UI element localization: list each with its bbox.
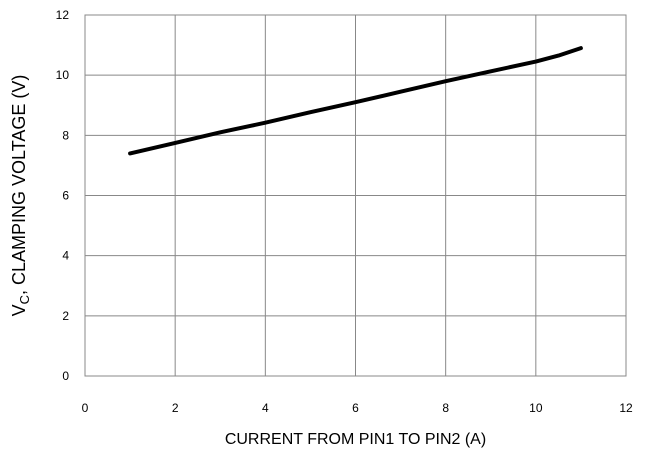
y-tick-label: 12 — [56, 8, 70, 22]
y-tick-label: 10 — [56, 68, 70, 82]
y-tick-label: 4 — [62, 249, 69, 263]
y-axis-label-main: V — [9, 304, 29, 316]
y-tick-label: 8 — [62, 128, 69, 142]
y-tick-label: 2 — [62, 309, 69, 323]
x-tick-labels: 0 2 4 6 8 10 12 — [82, 401, 633, 415]
plot-frame — [84, 14, 627, 377]
x-tick-label: 0 — [82, 401, 89, 415]
x-tick-label: 12 — [619, 401, 633, 415]
y-axis-label-rest: , CLAMPING VOLTAGE (V) — [9, 75, 29, 295]
x-tick-label: 8 — [442, 401, 449, 415]
y-tick-labels: 0 2 4 6 8 10 12 — [56, 8, 70, 383]
x-tick-label: 2 — [172, 401, 179, 415]
y-tick-label: 0 — [62, 369, 69, 383]
x-tick-label: 4 — [262, 401, 269, 415]
y-axis-label: VC, CLAMPING VOLTAGE (V) — [9, 75, 32, 317]
y-tick-label: 6 — [62, 189, 69, 203]
series-line — [128, 46, 583, 156]
grid-lines — [85, 15, 626, 376]
x-tick-label: 6 — [352, 401, 359, 415]
y-axis-label-sub: C — [17, 295, 32, 304]
x-axis-label: CURRENT FROM PIN1 TO PIN2 (A) — [225, 431, 486, 448]
x-tick-label: 10 — [529, 401, 543, 415]
